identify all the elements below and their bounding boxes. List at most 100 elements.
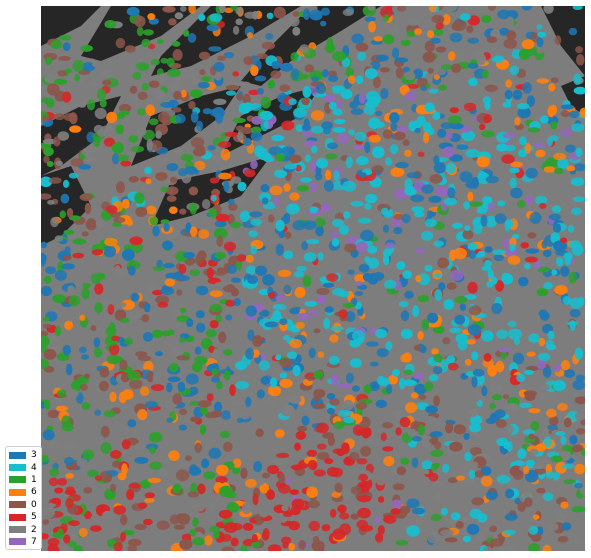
cell-cluster-4 xyxy=(573,73,582,85)
cell-cluster-1 xyxy=(50,40,63,50)
cell-cluster-1 xyxy=(137,108,146,116)
cell-cluster-1 xyxy=(138,65,149,71)
cell-cluster-4 xyxy=(434,289,443,302)
cell-cluster-4 xyxy=(257,147,268,156)
cell-cluster-0 xyxy=(495,419,507,428)
cell-cluster-3 xyxy=(162,240,174,251)
cell-cluster-0 xyxy=(350,486,362,495)
cell-cluster-2 xyxy=(342,488,352,501)
cell-cluster-0 xyxy=(47,409,60,419)
cell-cluster-2 xyxy=(505,424,514,435)
cell-cluster-2 xyxy=(136,126,147,136)
cell-cluster-6 xyxy=(428,6,437,12)
cell-cluster-3 xyxy=(391,47,400,59)
cell-cluster-4 xyxy=(452,222,463,229)
cell-cluster-5 xyxy=(308,520,321,532)
cell-cluster-0 xyxy=(453,424,466,435)
cell-cluster-3 xyxy=(471,376,478,388)
cell-cluster-2 xyxy=(490,29,501,39)
cell-cluster-0 xyxy=(256,53,268,59)
cell-cluster-3 xyxy=(358,263,370,273)
cell-cluster-1 xyxy=(183,29,190,37)
cell-cluster-3 xyxy=(61,263,75,270)
cell-cluster-2 xyxy=(421,435,433,447)
cell-cluster-3 xyxy=(208,46,222,52)
legend-swatch xyxy=(9,464,26,472)
cell-cluster-7 xyxy=(533,142,546,148)
cell-cluster-4 xyxy=(342,180,357,192)
cell-cluster-4 xyxy=(467,242,478,251)
cell-cluster-1 xyxy=(160,330,172,337)
cell-cluster-3 xyxy=(202,108,213,115)
cell-cluster-4 xyxy=(68,172,79,179)
cell-cluster-2 xyxy=(556,512,566,524)
cell-cluster-5 xyxy=(295,164,302,172)
cell-cluster-4 xyxy=(383,279,397,289)
cell-cluster-4 xyxy=(328,355,340,365)
cell-cluster-1 xyxy=(52,294,66,304)
cell-cluster-1 xyxy=(223,370,231,381)
cell-cluster-5 xyxy=(435,22,444,30)
cell-cluster-3 xyxy=(78,346,87,354)
cell-cluster-3 xyxy=(472,368,485,377)
cell-cluster-2 xyxy=(65,390,74,397)
cell-cluster-3 xyxy=(249,211,263,218)
cell-cluster-0 xyxy=(166,195,177,202)
cell-cluster-3 xyxy=(66,363,73,376)
cell-cluster-4 xyxy=(571,207,582,216)
cell-cluster-4 xyxy=(484,100,491,111)
cell-cluster-3 xyxy=(411,457,419,468)
cell-cluster-1 xyxy=(142,29,154,36)
cell-cluster-6 xyxy=(147,13,156,21)
cell-cluster-0 xyxy=(451,63,462,73)
cell-cluster-3 xyxy=(362,272,372,282)
cell-cluster-5 xyxy=(374,532,384,543)
cell-cluster-3 xyxy=(465,180,479,189)
cell-cluster-1 xyxy=(41,97,53,104)
cell-cluster-1 xyxy=(140,479,151,489)
cell-cluster-2 xyxy=(50,217,59,228)
cell-cluster-4 xyxy=(464,225,471,231)
cell-cluster-1 xyxy=(148,446,156,454)
cell-cluster-6 xyxy=(168,450,180,462)
cell-cluster-3 xyxy=(214,401,223,413)
cell-cluster-0 xyxy=(221,546,235,551)
cell-cluster-0 xyxy=(146,371,154,383)
cell-cluster-0 xyxy=(528,433,535,440)
cell-cluster-6 xyxy=(147,477,162,484)
cell-cluster-5 xyxy=(390,508,401,515)
cell-cluster-2 xyxy=(54,235,64,242)
cell-cluster-3 xyxy=(466,523,480,535)
cell-cluster-5 xyxy=(449,107,459,114)
cell-cluster-3 xyxy=(190,111,199,123)
cell-cluster-0 xyxy=(484,84,498,93)
cell-cluster-4 xyxy=(428,88,439,94)
cell-cluster-6 xyxy=(548,83,556,92)
cell-cluster-6 xyxy=(455,475,466,481)
cell-cluster-5 xyxy=(467,15,480,26)
cell-cluster-5 xyxy=(178,264,187,274)
cell-cluster-6 xyxy=(306,486,318,498)
cell-cluster-3 xyxy=(247,275,258,284)
cell-cluster-1 xyxy=(189,269,201,276)
cell-cluster-0 xyxy=(360,446,372,457)
cell-cluster-4 xyxy=(462,535,472,543)
cell-cluster-0 xyxy=(190,137,205,148)
cell-cluster-4 xyxy=(245,265,256,275)
cell-cluster-4 xyxy=(468,469,476,480)
cell-cluster-6 xyxy=(535,149,546,158)
cell-cluster-4 xyxy=(349,358,362,368)
cell-cluster-6 xyxy=(557,403,568,411)
cell-cluster-4 xyxy=(542,492,554,502)
cell-cluster-6 xyxy=(404,149,412,157)
cell-cluster-1 xyxy=(141,83,149,91)
cell-cluster-2 xyxy=(201,199,211,210)
cell-cluster-4 xyxy=(481,265,492,271)
cell-cluster-5 xyxy=(107,304,115,315)
cell-cluster-2 xyxy=(165,233,175,239)
cell-cluster-6 xyxy=(547,105,555,118)
cell-cluster-1 xyxy=(115,124,124,135)
cell-cluster-0 xyxy=(149,140,163,151)
cell-cluster-3 xyxy=(419,346,427,354)
cell-cluster-2 xyxy=(262,399,276,406)
